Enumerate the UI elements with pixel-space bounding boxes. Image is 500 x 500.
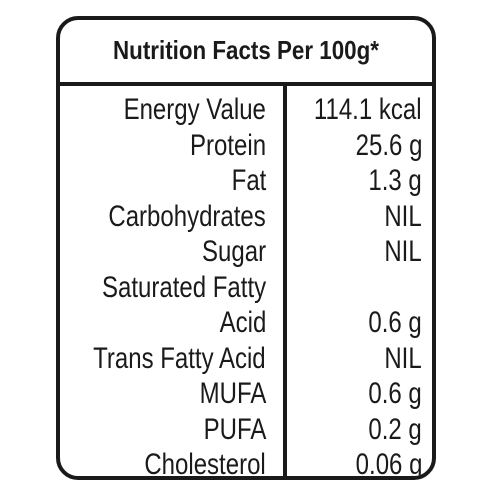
table-row: Sugar NIL: [60, 234, 432, 270]
nutrient-name: Trans Fatty Acid: [93, 341, 267, 375]
table-row: PUFA 0.2 g: [60, 412, 432, 448]
table-row: Cholesterol 0.06 g: [60, 447, 432, 480]
table-row: Saturated Fatty: [60, 270, 432, 306]
label-title: Nutrition Facts Per 100g*: [113, 35, 379, 65]
title-divider: [60, 82, 432, 86]
nutrient-amount: 0.06 g: [355, 448, 422, 480]
nutrient-table: Energy Value 114.1 kcal Protein 25.6 g F…: [60, 92, 432, 480]
table-row: Energy Value 114.1 kcal: [60, 92, 432, 128]
nutrient-name: PUFA: [203, 412, 266, 446]
nutrient-name: Protein: [189, 128, 266, 162]
table-row: Fat 1.3 g: [60, 163, 432, 199]
nutrient-amount: 0.6 g: [368, 377, 422, 410]
nutrient-amount: 1.3 g: [368, 164, 422, 197]
nutrient-name: Energy Value: [123, 93, 266, 126]
nutrient-amount: 25.6 g: [355, 128, 422, 162]
nutrient-name: Fat: [231, 164, 266, 197]
nutrient-amount: NIL: [384, 341, 422, 375]
table-row: Protein 25.6 g: [60, 128, 432, 164]
nutrient-name: Acid: [219, 306, 266, 339]
nutrient-name: Saturated Fatty: [101, 270, 266, 304]
nutrient-name: Carbohydrates: [108, 199, 266, 233]
nutrient-name: Cholesterol: [144, 448, 266, 480]
column-divider: [283, 84, 287, 476]
nutrient-amount: 114.1 kcal: [314, 93, 422, 126]
table-row: Carbohydrates NIL: [60, 199, 432, 235]
nutrient-amount: NIL: [384, 199, 422, 233]
nutrient-amount: 0.2 g: [368, 412, 422, 446]
table-row: Trans Fatty Acid NIL: [60, 341, 432, 377]
nutrient-amount: NIL: [384, 235, 422, 268]
nutrition-facts-label: Nutrition Facts Per 100g* Energy Value 1…: [56, 16, 436, 480]
nutrient-amount: 0.6 g: [368, 306, 422, 339]
table-row: MUFA 0.6 g: [60, 376, 432, 412]
nutrient-name: Sugar: [201, 235, 266, 268]
nutrient-name: MUFA: [199, 377, 266, 410]
table-row: Acid 0.6 g: [60, 305, 432, 341]
